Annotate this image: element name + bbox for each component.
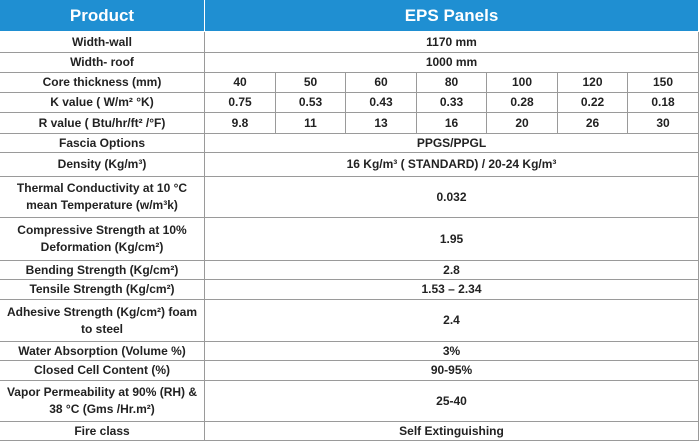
row-label: Compressive Strength at 10% Deformation … (0, 218, 205, 261)
row-value: 40 (205, 73, 276, 93)
row-label: Core thickness (mm) (0, 73, 205, 93)
row-value: 20 (487, 113, 558, 134)
row-label: R value ( Btu/hr/ft² /°F) (0, 113, 205, 134)
row-value: 2.8 (205, 261, 699, 280)
row-value: 0.22 (558, 93, 628, 113)
row-value: 16 Kg/m³ ( STANDARD) / 20-24 Kg/m³ (205, 153, 699, 177)
row-value: 9.8 (205, 113, 276, 134)
header-title: Product (0, 0, 205, 32)
row-value: 30 (628, 113, 699, 134)
row-value: 0.18 (628, 93, 699, 113)
row-value: 25-40 (205, 381, 699, 422)
row-value: 13 (346, 113, 417, 134)
row-value: 2.4 (205, 300, 699, 342)
row-value: 120 (558, 73, 628, 93)
row-value: 0.032 (205, 177, 699, 218)
row-label: Density (Kg/m³) (0, 153, 205, 177)
row-value: 1000 mm (205, 53, 699, 73)
row-label: Closed Cell Content (%) (0, 361, 205, 381)
row-label: Fire class (0, 422, 205, 441)
row-label: Fascia Options (0, 134, 205, 153)
row-value: 0.28 (487, 93, 558, 113)
row-value: 80 (417, 73, 487, 93)
row-value: 26 (558, 113, 628, 134)
row-value: 0.75 (205, 93, 276, 113)
row-value: 0.53 (276, 93, 346, 113)
row-label: Adhesive Strength (Kg/cm²) foam to steel (0, 300, 205, 342)
row-label: Thermal Conductivity at 10 °C mean Tempe… (0, 177, 205, 218)
row-value: 1.95 (205, 218, 699, 261)
row-label: Tensile Strength (Kg/cm²) (0, 280, 205, 300)
row-label: Water Absorption (Volume %) (0, 342, 205, 361)
row-value: 11 (276, 113, 346, 134)
row-value: 60 (346, 73, 417, 93)
row-value: 1170 mm (205, 32, 699, 53)
row-label: Width- roof (0, 53, 205, 73)
row-value: 100 (487, 73, 558, 93)
row-value: 50 (276, 73, 346, 93)
row-value: 150 (628, 73, 699, 93)
header-product: EPS Panels (205, 0, 699, 32)
row-value: Self Extinguishing (205, 422, 699, 441)
row-value: 1.53 – 2.34 (205, 280, 699, 300)
row-value: PPGS/PPGL (205, 134, 699, 153)
row-value: 0.43 (346, 93, 417, 113)
row-label: Vapor Permeability at 90% (RH) & 38 °C (… (0, 381, 205, 422)
row-value: 16 (417, 113, 487, 134)
row-value: 90-95% (205, 361, 699, 381)
row-value: 0.33 (417, 93, 487, 113)
row-label: Width-wall (0, 32, 205, 53)
row-label: Bending Strength (Kg/cm²) (0, 261, 205, 280)
row-label: K value ( W/m² °K) (0, 93, 205, 113)
row-value: 3% (205, 342, 699, 361)
